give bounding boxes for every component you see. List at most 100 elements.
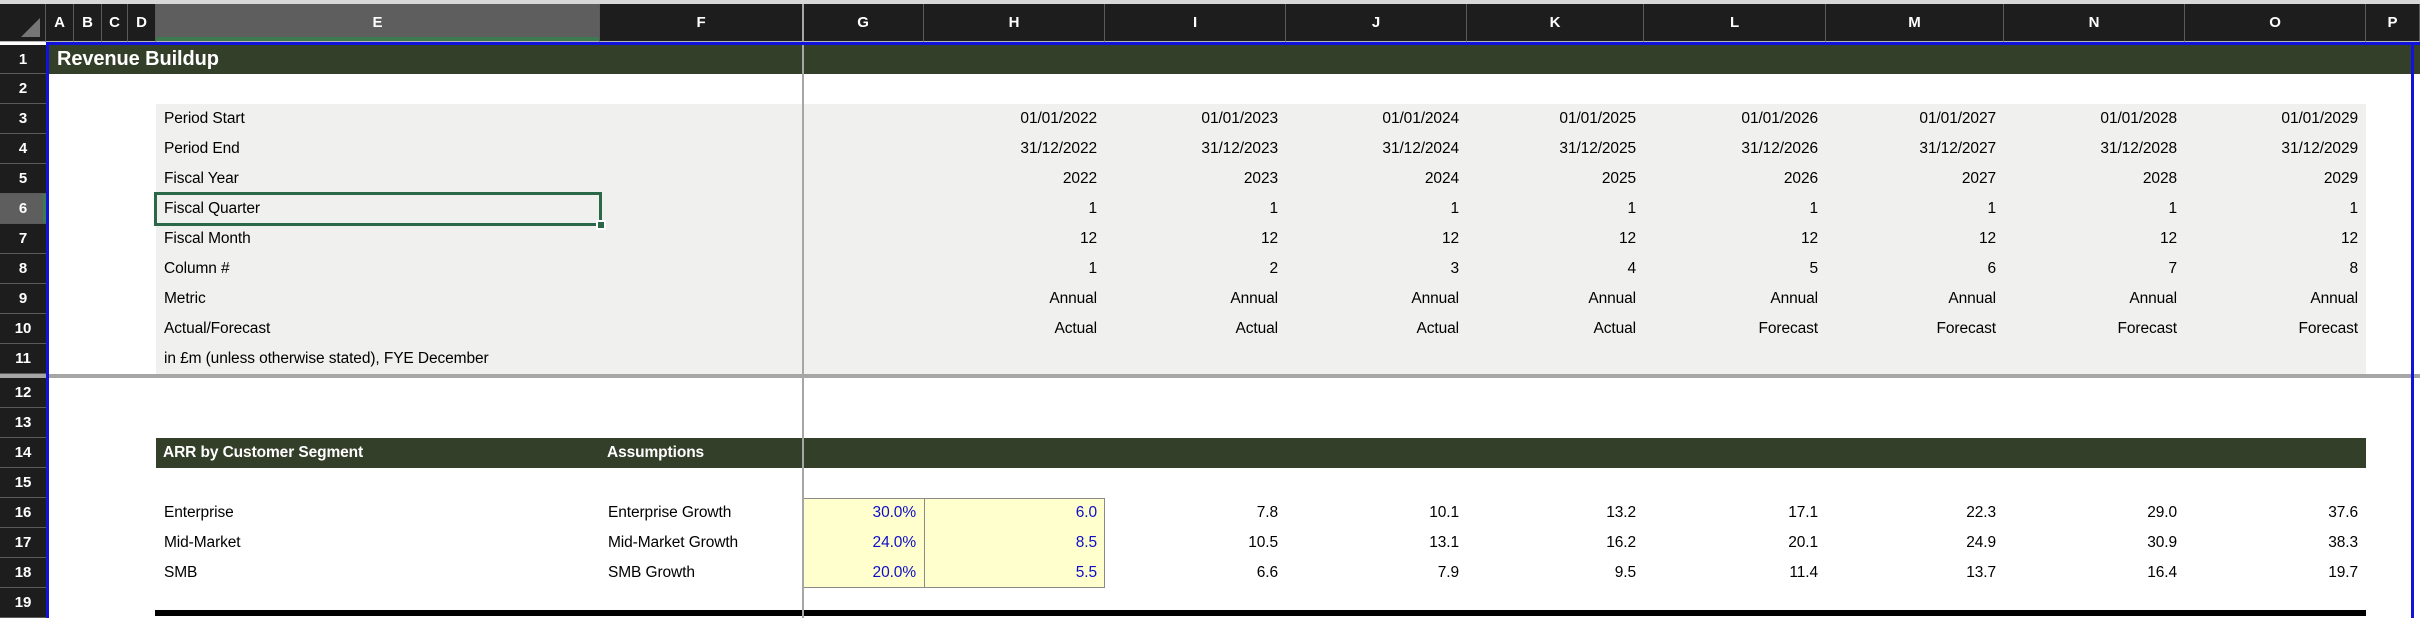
column-header-F[interactable]: F <box>600 4 803 42</box>
row-header-5[interactable]: 5 <box>0 164 46 194</box>
row-header-10[interactable]: 10 <box>0 314 46 344</box>
cell-E4[interactable]: Period End <box>164 140 240 157</box>
cell-J9[interactable]: Annual <box>1411 290 1459 307</box>
row-header-13[interactable]: 13 <box>0 408 46 438</box>
cell-H9[interactable]: Annual <box>1049 290 1097 307</box>
cell-L18[interactable]: 11.4 <box>1789 564 1818 581</box>
cell-J10[interactable]: Actual <box>1416 320 1460 337</box>
cell-E6[interactable]: Fiscal Quarter <box>164 200 260 217</box>
cell-L9[interactable]: Annual <box>1770 290 1818 307</box>
cell-G16-growth-input[interactable]: 30.0% <box>872 504 917 521</box>
cell-J4[interactable]: 31/12/2024 <box>1382 140 1459 157</box>
cell-I6[interactable]: 1 <box>1269 200 1278 217</box>
cell-K6[interactable]: 1 <box>1627 200 1636 217</box>
row-header-8[interactable]: 8 <box>0 254 46 284</box>
row-header-15[interactable]: 15 <box>0 468 46 498</box>
column-header-E[interactable]: E <box>156 4 600 42</box>
cell-M4[interactable]: 31/12/2027 <box>1919 140 1996 157</box>
column-header-C[interactable]: C <box>102 4 128 42</box>
column-header-O[interactable]: O <box>2185 4 2366 42</box>
cell-N4[interactable]: 31/12/2028 <box>2100 140 2177 157</box>
cell-L4[interactable]: 31/12/2026 <box>1741 140 1818 157</box>
row-header-6[interactable]: 6 <box>0 194 46 224</box>
cell-N9[interactable]: Annual <box>2129 290 2177 307</box>
cell-I8[interactable]: 2 <box>1269 260 1278 277</box>
cell-E17[interactable]: Mid-Market <box>164 534 241 551</box>
cell-M18[interactable]: 13.7 <box>1966 564 1996 581</box>
cell-G17-growth-input[interactable]: 24.0% <box>872 534 917 551</box>
column-header-A[interactable]: A <box>46 4 74 42</box>
cell-N7[interactable]: 12 <box>2159 230 2177 247</box>
cell-I17[interactable]: 10.5 <box>1248 534 1278 551</box>
row-header-1[interactable]: 1 <box>0 45 46 74</box>
active-cell-selection[interactable] <box>154 192 606 230</box>
cell-title-banner-row1[interactable]: Revenue Buildup <box>49 45 2420 74</box>
row-header-7[interactable]: 7 <box>0 224 46 254</box>
cell-L7[interactable]: 12 <box>1800 230 1818 247</box>
cell-M9[interactable]: Annual <box>1948 290 1996 307</box>
column-header-D[interactable]: D <box>128 4 156 42</box>
cell-O16[interactable]: 37.6 <box>2328 504 2358 521</box>
cell-H18-start-input[interactable]: 5.5 <box>1075 564 1097 581</box>
cell-J7[interactable]: 12 <box>1441 230 1459 247</box>
cell-H5[interactable]: 2022 <box>1062 170 1097 187</box>
cell-I3[interactable]: 01/01/2023 <box>1201 110 1278 127</box>
cell-O4[interactable]: 31/12/2029 <box>2281 140 2358 157</box>
cell-L5[interactable]: 2026 <box>1783 170 1818 187</box>
cell-L3[interactable]: 01/01/2026 <box>1741 110 1818 127</box>
cell-O18[interactable]: 19.7 <box>2328 564 2358 581</box>
cell-M8[interactable]: 6 <box>1987 260 1996 277</box>
cell-I16[interactable]: 7.8 <box>1256 504 1278 521</box>
column-header-B[interactable]: B <box>74 4 102 42</box>
row-header-4[interactable]: 4 <box>0 134 46 164</box>
cell-M5[interactable]: 2027 <box>1961 170 1996 187</box>
cell-H10[interactable]: Actual <box>1054 320 1098 337</box>
cell-N3[interactable]: 01/01/2028 <box>2100 110 2177 127</box>
fill-handle[interactable] <box>596 220 606 230</box>
cell-H17-start-input[interactable]: 8.5 <box>1075 534 1097 551</box>
cell-H16-start-input[interactable]: 6.0 <box>1075 504 1097 521</box>
column-header-P[interactable]: P <box>2366 4 2420 42</box>
cell-O6[interactable]: 1 <box>2349 200 2358 217</box>
cell-K3[interactable]: 01/01/2025 <box>1559 110 1636 127</box>
cell-K4[interactable]: 31/12/2025 <box>1559 140 1636 157</box>
cell-J6[interactable]: 1 <box>1450 200 1459 217</box>
cell-F16[interactable]: Enterprise Growth <box>608 504 732 521</box>
cell-G18-growth-input[interactable]: 20.0% <box>872 564 917 581</box>
row-header-2[interactable]: 2 <box>0 74 46 104</box>
cell-K7[interactable]: 12 <box>1618 230 1636 247</box>
column-header-G[interactable]: G <box>803 4 924 42</box>
cell-N6[interactable]: 1 <box>2168 200 2177 217</box>
cell-L8[interactable]: 5 <box>1809 260 1818 277</box>
cell-L6[interactable]: 1 <box>1809 200 1818 217</box>
column-header-J[interactable]: J <box>1286 4 1467 42</box>
cell-E18[interactable]: SMB <box>164 564 198 581</box>
cell-K8[interactable]: 4 <box>1627 260 1636 277</box>
cell-K16[interactable]: 13.2 <box>1606 504 1636 521</box>
column-header-K[interactable]: K <box>1467 4 1644 42</box>
row-header-16[interactable]: 16 <box>0 498 46 528</box>
cell-E3[interactable]: Period Start <box>164 110 245 127</box>
cell-E16[interactable]: Enterprise <box>164 504 234 521</box>
cell-I7[interactable]: 12 <box>1260 230 1278 247</box>
cell-I10[interactable]: Actual <box>1235 320 1279 337</box>
cell-I18[interactable]: 6.6 <box>1256 564 1278 581</box>
cell-O5[interactable]: 2029 <box>2323 170 2358 187</box>
cell-L17[interactable]: 20.1 <box>1788 534 1818 551</box>
row-header-17[interactable]: 17 <box>0 528 46 558</box>
row-header-12[interactable]: 12 <box>0 378 46 408</box>
cell-H7[interactable]: 12 <box>1079 230 1097 247</box>
cell-F18[interactable]: SMB Growth <box>608 564 695 581</box>
cell-J8[interactable]: 3 <box>1450 260 1459 277</box>
cell-O17[interactable]: 38.3 <box>2328 534 2358 551</box>
cell-H3[interactable]: 01/01/2022 <box>1020 110 1097 127</box>
cell-E10[interactable]: Actual/Forecast <box>164 320 271 337</box>
cell-N10[interactable]: Forecast <box>2117 320 2178 337</box>
cell-O3[interactable]: 01/01/2029 <box>2281 110 2358 127</box>
cell-N8[interactable]: 7 <box>2168 260 2177 277</box>
row-header-9[interactable]: 9 <box>0 284 46 314</box>
column-header-H[interactable]: H <box>924 4 1105 42</box>
cell-J3[interactable]: 01/01/2024 <box>1382 110 1459 127</box>
cell-E8[interactable]: Column # <box>164 260 230 277</box>
cell-H6[interactable]: 1 <box>1088 200 1097 217</box>
